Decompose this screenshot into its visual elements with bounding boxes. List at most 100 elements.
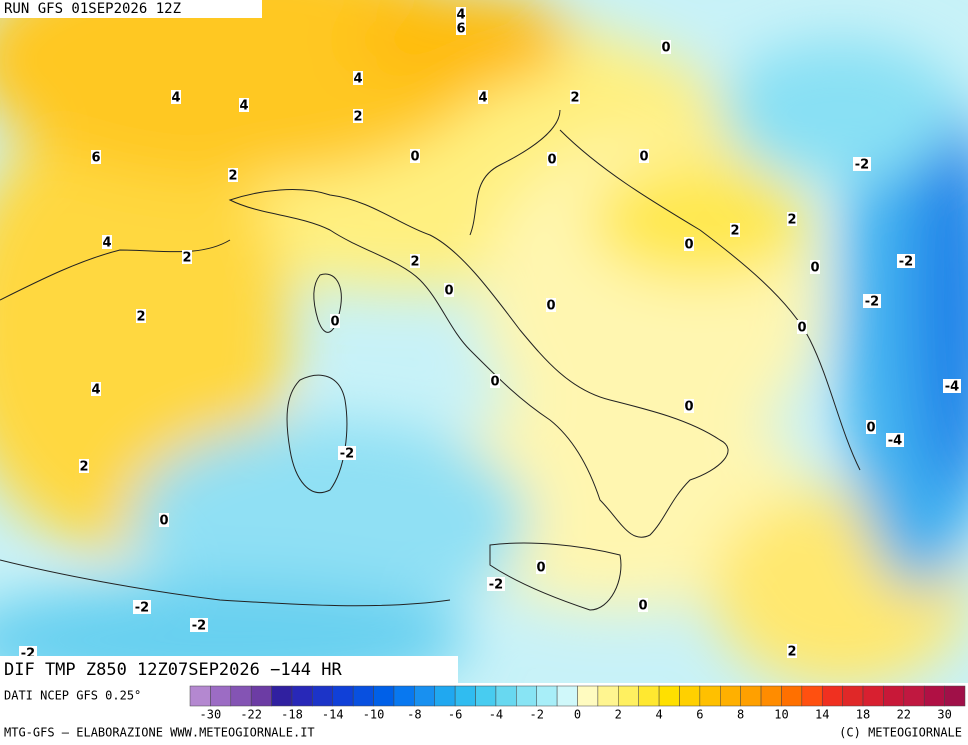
colorbar-tick-label: 14 [815, 708, 829, 722]
colorbar-swatch [883, 685, 905, 707]
colorbar-swatch [760, 685, 782, 707]
colorbar-tick-label: 10 [774, 708, 788, 722]
contour-label: 0 [638, 599, 647, 614]
colorbar-tick-label: -2 [529, 708, 543, 722]
source-label: DATI NCEP GFS 0.25° [4, 689, 141, 703]
contour-label-bg [943, 379, 961, 393]
contour-label-bg [547, 152, 557, 166]
contour-label-bg [159, 513, 169, 527]
contour-label-bg [639, 149, 649, 163]
colorbar-swatch [332, 685, 354, 707]
colorbar-swatch [923, 685, 945, 707]
contour-label-bg [136, 309, 146, 323]
contour-label: -2 [855, 158, 869, 173]
colorbar-swatch [393, 685, 415, 707]
colorbar-tick-label: 22 [897, 708, 911, 722]
colorbar-swatch [250, 685, 272, 707]
colorbar-swatch [618, 685, 639, 707]
colorbar-swatch [597, 685, 619, 707]
colorbar-swatch [312, 685, 334, 707]
contour-label: 6 [456, 22, 465, 37]
contour-label-bg [91, 150, 101, 164]
colorbar-swatch [638, 685, 660, 707]
colorbar-swatch [210, 685, 232, 707]
contour-label-bg [490, 374, 500, 388]
contour-label: 0 [536, 561, 545, 576]
contour-label-bg [353, 109, 363, 123]
contour-label-bg [133, 600, 151, 614]
contour-label-bg [730, 223, 740, 237]
coastlines [0, 109, 861, 611]
contour-label-bg [810, 260, 820, 274]
contour-label: 4 [171, 91, 180, 106]
colorbar-swatch [414, 685, 435, 707]
colorbar-swatch [781, 685, 803, 707]
contour-label: -2 [135, 601, 149, 616]
contour-label: -4 [945, 380, 959, 395]
colorbar-swatch [352, 685, 374, 707]
contour-label: 0 [810, 261, 819, 276]
contour-label: 0 [866, 421, 875, 436]
contour-label: 2 [353, 110, 362, 125]
contour-label-bg [863, 294, 881, 308]
colorbar-swatch [842, 685, 864, 707]
contour-label: 0 [639, 150, 648, 165]
colorbar-swatch [658, 685, 680, 707]
contour-label-bg [330, 314, 340, 328]
colorbar-swatch [801, 685, 823, 707]
contour-label-bg [456, 21, 466, 35]
contour-label: 4 [91, 383, 100, 398]
contour-label: 0 [547, 153, 556, 168]
contour-label-bg [487, 577, 505, 591]
colorbar-swatch [821, 685, 843, 707]
contour-label-bg [570, 90, 580, 104]
colorbar-tick-label: 0 [574, 708, 581, 722]
contour-label: 2 [410, 255, 419, 270]
colorbar-tick-label: 2 [615, 708, 622, 722]
colorbar-swatch [291, 685, 313, 707]
contour-label: 0 [546, 299, 555, 314]
copyright-label: (C) METEOGIORNALE [839, 726, 962, 740]
contour-label-bg [684, 399, 694, 413]
colorbar: -30 -22 -18 -14 -10 -8 -6 -4 -2 0 2 4 6 8 10 14 18 22 30 [189, 685, 966, 722]
contour-label-bg [897, 254, 915, 268]
contour-label: -2 [489, 578, 503, 593]
contour-label-bg [546, 298, 556, 312]
contour-label: -2 [865, 295, 879, 310]
colorbar-swatch [720, 685, 741, 707]
contour-label: 0 [159, 514, 168, 529]
colorbar-swatch [903, 685, 925, 707]
colorbar-tick-label: -30 [200, 708, 222, 722]
colorbar-swatch [740, 685, 762, 707]
header-box [0, 0, 262, 18]
colorbar-swatch [495, 685, 517, 707]
contour-label-bg [853, 157, 871, 171]
colorbar-tick-label: -14 [322, 708, 344, 722]
contour-label: -2 [340, 447, 354, 462]
contour-label: 0 [444, 284, 453, 299]
contour-label: 6 [91, 151, 100, 166]
colorbar-swatch [189, 685, 211, 707]
colorbar-tick-label: 30 [937, 708, 951, 722]
colorbar-swatch [577, 685, 599, 707]
contour-label: 0 [684, 400, 693, 415]
colorbar-tick-label: -10 [363, 708, 385, 722]
contour-label: 2 [136, 310, 145, 325]
colorbar-swatch [699, 685, 721, 707]
contour-label: 0 [410, 150, 419, 165]
contour-label: 2 [570, 91, 579, 106]
contour-label-bg [91, 382, 101, 396]
contour-label-bg [866, 420, 876, 434]
contour-label-bg [410, 149, 420, 163]
contour-label: 2 [79, 460, 88, 475]
contour-label-bg [190, 618, 208, 632]
colorbar-tick-label: -22 [240, 708, 262, 722]
contour-label: 2 [787, 645, 796, 660]
colorbar-swatch [373, 685, 395, 707]
contour-label: 0 [330, 315, 339, 330]
contour-label-bg [239, 98, 249, 112]
contour-label-bg [478, 90, 488, 104]
contour-label-bg [182, 250, 192, 264]
contour-label-bg [787, 644, 797, 658]
contour-label-bg [353, 71, 363, 85]
